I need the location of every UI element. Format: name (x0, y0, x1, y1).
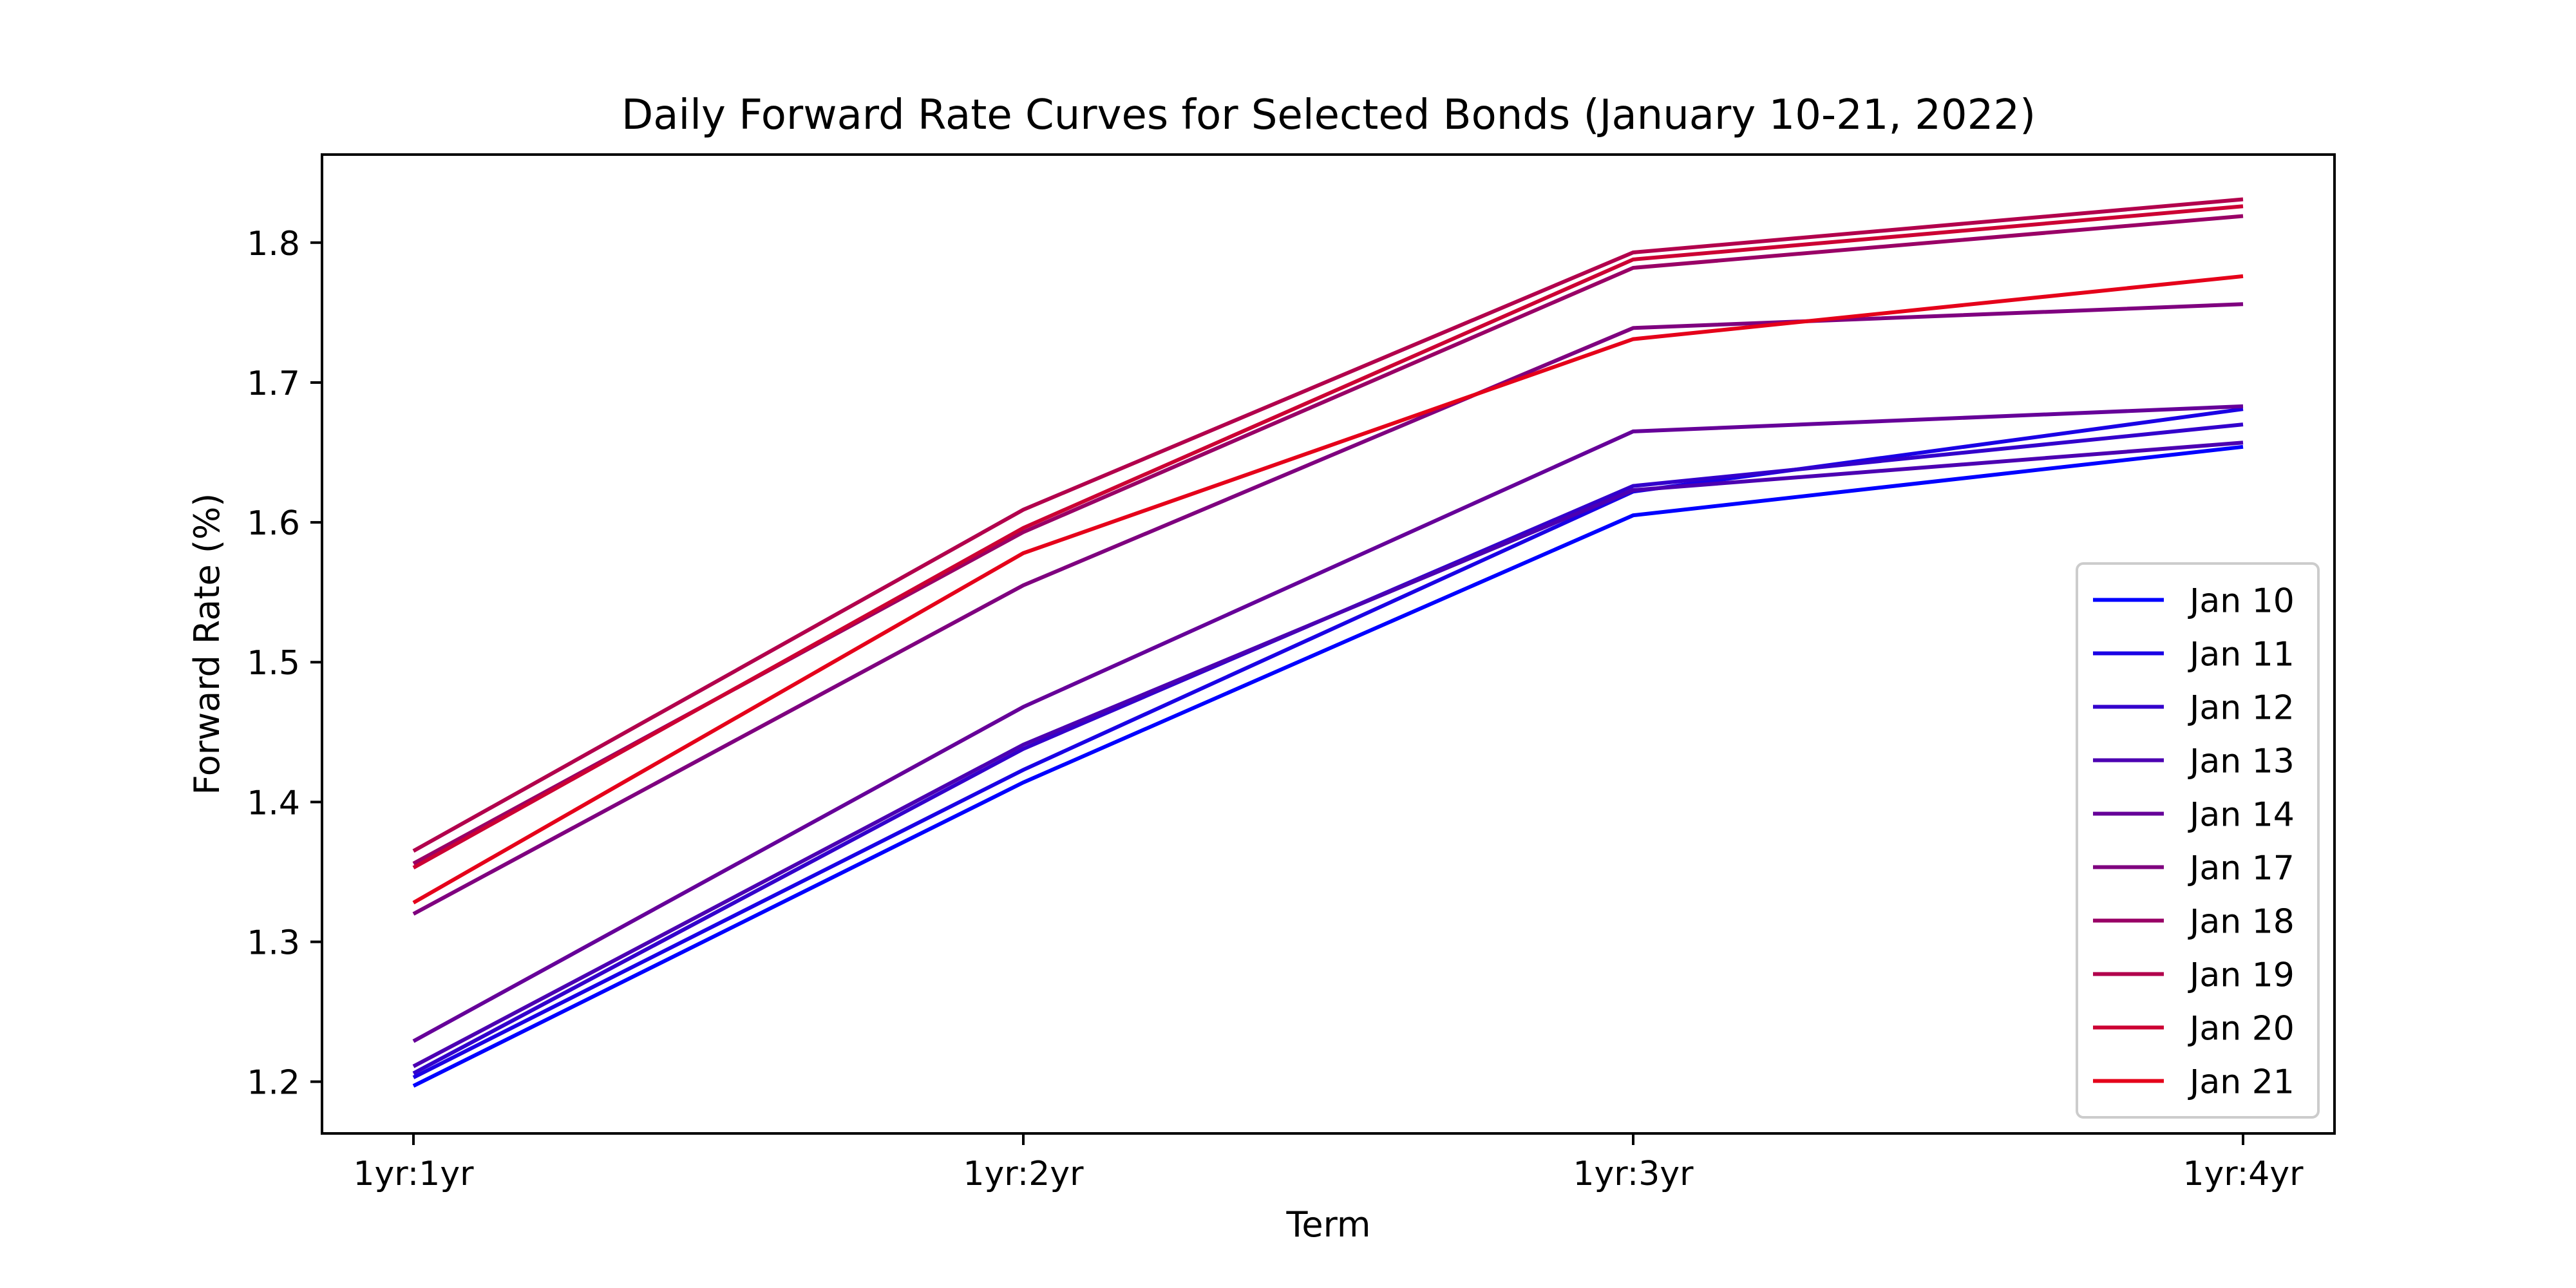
plot-area (412, 197, 2244, 1088)
legend-label: Jan 18 (2188, 903, 2295, 942)
legend-label: Jan 13 (2188, 743, 2295, 781)
y-tick-label: 1.5 (247, 644, 300, 683)
series-line-jan-17 (412, 302, 2244, 916)
y-tick-label: 1.2 (247, 1064, 300, 1103)
series-line-jan-19 (412, 197, 2244, 853)
legend-label: Jan 11 (2188, 636, 2295, 674)
legend-box (2076, 562, 2320, 1119)
legend: Jan 10 Jan 11 Jan 12 Jan 13 Jan 14 Jan 17 Jan … (2076, 562, 2320, 1119)
legend-label: Jan 21 (2188, 1063, 2295, 1102)
series-line-jan-10 (412, 444, 2244, 1088)
y-tick-label: 1.3 (247, 924, 300, 963)
x-axis: 1yr:1yr 1yr:2yr 1yr:3yr 1yr:4yr (353, 1133, 2304, 1193)
x-tick-label: 1yr:3yr (1573, 1155, 1694, 1193)
y-tick-label: 1.8 (247, 225, 300, 263)
axes-frame (321, 153, 2336, 1135)
chart-title: Daily Forward Rate Curves for Selected B… (621, 91, 2036, 139)
y-axis: 1.2 1.3 1.4 1.5 1.6 1.7 1.8 (247, 225, 322, 1103)
legend-label: Jan 12 (2188, 689, 2295, 728)
y-axis-label: Forward Rate (%) (187, 493, 227, 795)
y-tick-label: 1.4 (247, 784, 300, 822)
series-line-jan-11 (412, 407, 2244, 1079)
series-line-jan-14 (412, 404, 2244, 1043)
y-tick-label: 1.6 (247, 504, 300, 543)
series-line-jan-21 (412, 274, 2244, 905)
legend-label: Jan 17 (2188, 849, 2295, 888)
x-tick-label: 1yr:2yr (963, 1155, 1084, 1193)
legend-label: Jan 19 (2188, 956, 2295, 995)
series-line-jan-13 (412, 440, 2244, 1068)
legend-label: Jan 14 (2188, 796, 2295, 835)
legend-label: Jan 20 (2188, 1010, 2295, 1048)
x-tick-label: 1yr:1yr (353, 1155, 474, 1193)
y-tick-label: 1.7 (247, 365, 300, 403)
x-tick-label: 1yr:4yr (2183, 1155, 2304, 1193)
series-line-jan-20 (412, 204, 2244, 870)
x-axis-label: Term (1286, 1204, 1371, 1245)
legend-label: Jan 10 (2188, 582, 2295, 621)
